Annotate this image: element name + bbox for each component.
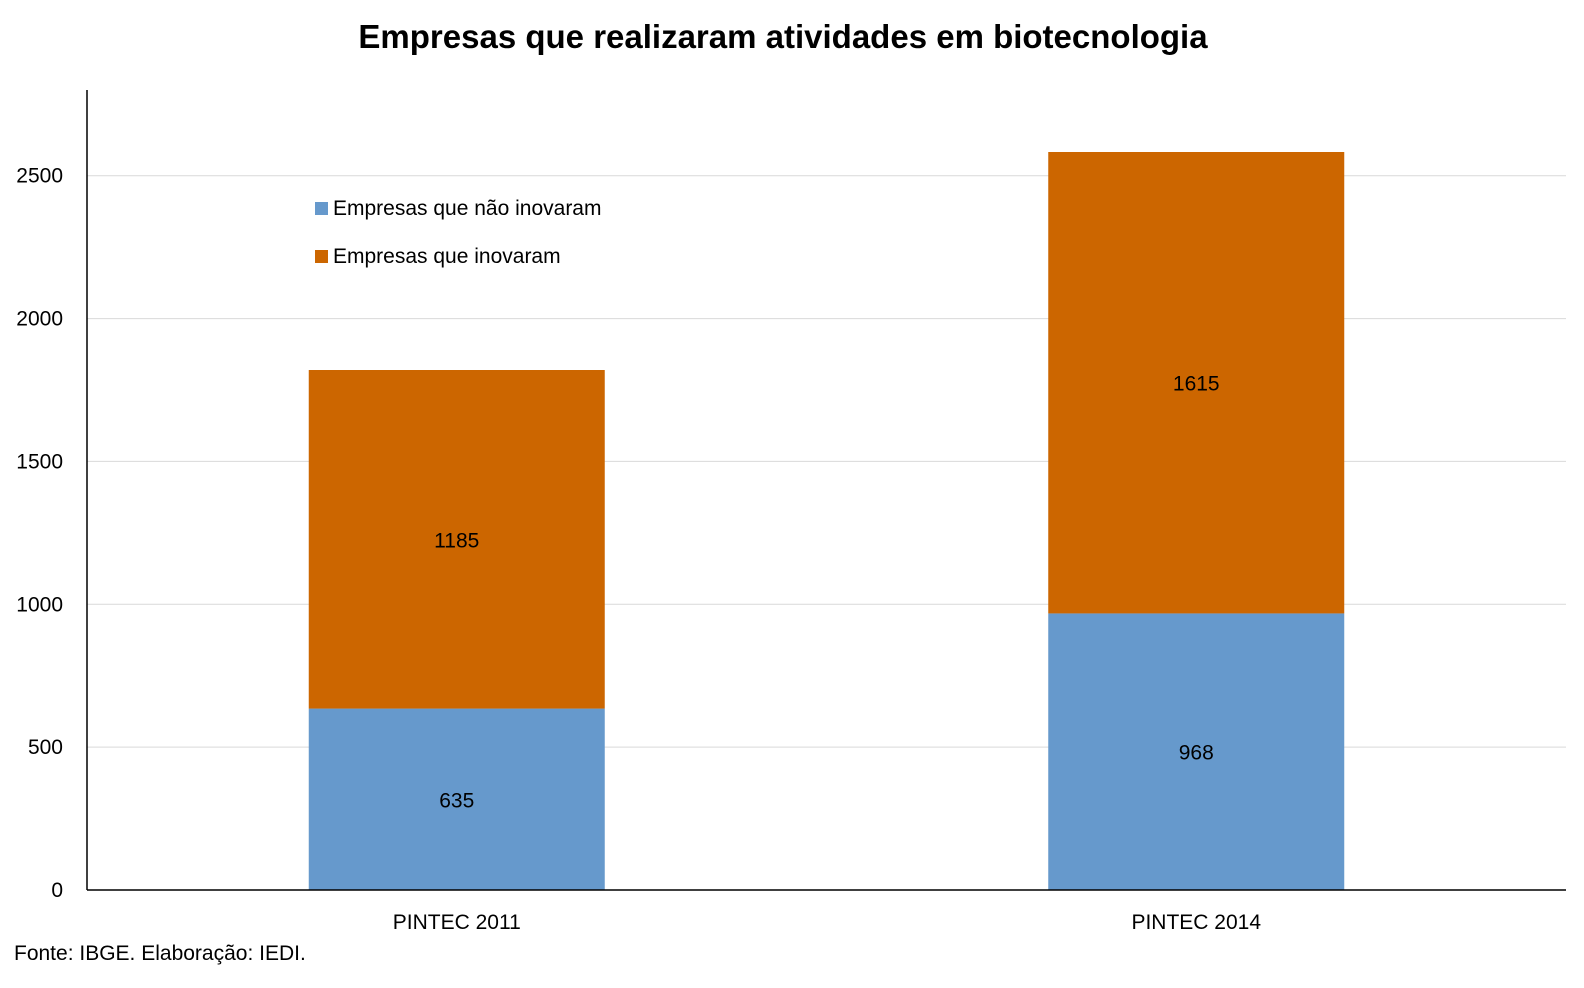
bar-nao-inovaram <box>308 708 605 890</box>
y-tick-label: 500 <box>28 736 63 759</box>
legend-label: Empresas que não inovaram <box>333 197 601 220</box>
bar-inovaram <box>308 370 605 709</box>
bar-nao-inovaram <box>1048 613 1345 890</box>
axes <box>86 90 1566 891</box>
legend: Empresas que não inovaram Empresas que in… <box>315 197 601 268</box>
x-tick-label: PINTEC 2011 <box>393 911 521 934</box>
x-tick-label: PINTEC 2014 <box>1131 911 1261 934</box>
data-label: 635 <box>439 789 474 812</box>
y-tick-label: 1500 <box>16 450 63 473</box>
y-tick-label: 0 <box>51 879 63 902</box>
labels: 0 500 1000 1500 2000 2500 635 1185 PINTEC 2011 96… <box>16 165 1261 934</box>
data-label: 1185 <box>434 529 479 552</box>
y-tick-label: 2000 <box>16 308 63 331</box>
y-tick-label: 2500 <box>16 165 63 188</box>
y-tick-label: 1000 <box>16 593 63 616</box>
bars <box>308 152 1345 890</box>
legend-swatch <box>315 202 328 215</box>
source-note: Fonte: IBGE. Elaboração: IEDI. <box>14 942 306 965</box>
legend-swatch <box>315 250 328 263</box>
legend-label: Empresas que inovaram <box>333 245 561 268</box>
chart-title: Empresas que realizaram atividades em bi… <box>358 18 1208 55</box>
data-label: 1615 <box>1173 373 1220 396</box>
data-label: 968 <box>1179 742 1214 765</box>
bar-inovaram <box>1048 152 1345 614</box>
